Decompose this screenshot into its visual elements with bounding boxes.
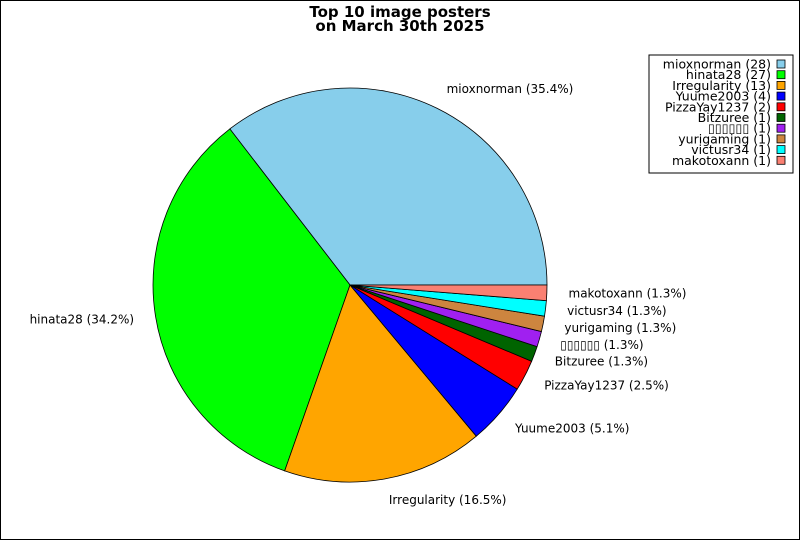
legend-swatch-4 [776,102,786,112]
slice-label-9: makotoxann (1.3%) [569,287,687,301]
legend-label-6: ▯▯▯▯▯▯ (1) [708,121,771,136]
pie-slice-9 [349,284,548,302]
legend-label-8: victusr34 (1) [691,142,771,157]
legend-label-0: mioxnorman (28) [663,57,771,72]
slice-label-6: ▯▯▯▯▯▯ (1.3%) [560,338,643,352]
chart-title-line2: on March 30th 2025 [315,17,484,35]
legend-label-5: Bitzuree (1) [698,110,771,125]
legend-box [648,54,794,174]
legend-swatch-1 [776,70,786,80]
legend-swatch-3 [776,91,786,101]
pie-slice-0 [229,87,548,286]
slice-label-5: Bitzuree (1.3%) [555,355,648,369]
slice-labels: mioxnorman (35.4%) hinata28 (34.2%) Irregu… [30,82,687,507]
legend-swatch-9 [776,155,786,165]
chart-title-line1: Top 10 image posters [309,3,490,21]
slice-label-7: yurigaming (1.3%) [564,321,676,335]
legend-label-7: yurigaming (1) [678,131,771,146]
legend-label-4: PizzaYay1237 (2) [665,99,771,114]
legend-label-1: hinata28 (27) [686,67,771,82]
legend-swatch-5 [776,113,786,122]
legend-swatch-0 [776,59,786,69]
legend-items: mioxnorman (28)hinata28 (27)Irregularity… [663,57,786,168]
legend: mioxnorman (28)hinata28 (27)Irregularity… [648,54,794,174]
slice-label-8: victusr34 (1.3%) [567,304,666,318]
pie-slice-1 [152,128,351,472]
pie-slices [152,87,548,483]
legend-swatch-7 [776,134,786,144]
slice-label-1: hinata28 (34.2%) [30,313,135,327]
legend-label-9: makotoxann (1) [672,153,771,168]
legend-swatch-8 [776,145,786,155]
slice-label-2: Irregularity (16.5%) [389,493,507,507]
slice-label-0: mioxnorman (35.4%) [447,82,574,96]
slice-label-4: PizzaYay1237 (2.5%) [544,378,669,392]
slice-label-3: Yuume2003 (5.1%) [514,422,629,436]
pie-slice-2 [284,284,477,483]
legend-label-3: Yuume2003 (4) [675,89,771,104]
legend-swatch-2 [776,81,786,90]
legend-swatch-6 [776,123,786,133]
legend-label-2: Irregularity (13) [672,78,771,93]
